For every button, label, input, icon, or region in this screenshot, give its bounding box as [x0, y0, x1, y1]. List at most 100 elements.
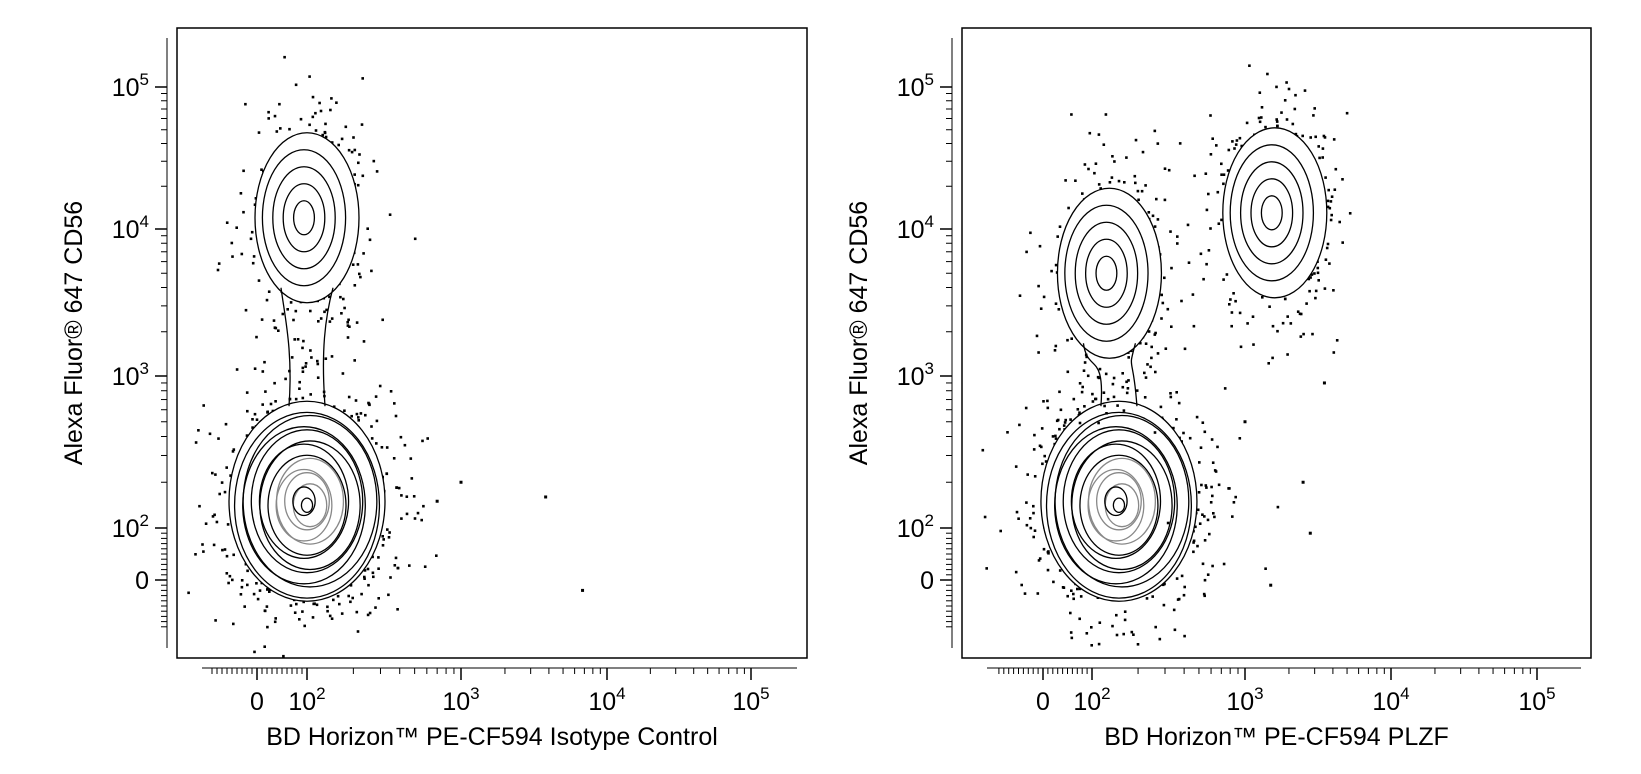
- event-dot: [252, 255, 256, 258]
- event-dot: [1205, 208, 1209, 212]
- event-dot: [275, 130, 279, 133]
- event-dot: [1211, 137, 1214, 140]
- event-dot: [1166, 307, 1170, 311]
- event-dot: [348, 325, 351, 328]
- event-dot: [1233, 147, 1236, 150]
- event-dot: [1231, 515, 1234, 518]
- event-dot: [349, 600, 352, 604]
- event-dot: [1182, 431, 1185, 435]
- event-dot: [304, 365, 307, 368]
- event-dot: [1135, 389, 1139, 392]
- event-dot: [1083, 163, 1087, 166]
- outlier-dot: [1308, 531, 1312, 535]
- outlier-dots: [435, 480, 585, 592]
- event-dot: [1321, 156, 1324, 159]
- event-dot: [1209, 153, 1213, 156]
- event-dot: [1125, 156, 1128, 159]
- event-dot: [396, 566, 400, 570]
- event-dot: [408, 564, 411, 567]
- event-dot: [1055, 419, 1059, 423]
- event-dot: [1173, 628, 1177, 632]
- event-dot: [1235, 139, 1239, 142]
- x-axis: 0 102 103 104 105 BD Horizon™ PE-CF594 Isotyp…: [202, 667, 797, 751]
- event-dot: [1066, 338, 1069, 342]
- event-dot: [1205, 262, 1208, 266]
- event-dot: [1093, 171, 1096, 175]
- event-dot: [1201, 421, 1205, 424]
- event-dot: [1172, 608, 1176, 612]
- event-dot: [1125, 380, 1128, 384]
- event-dot: [1169, 230, 1172, 233]
- event-dot: [1123, 181, 1126, 184]
- event-dot: [1326, 199, 1330, 203]
- event-dot: [1070, 337, 1073, 340]
- event-dot: [1316, 266, 1320, 270]
- event-dot: [232, 622, 235, 626]
- event-dot: [1285, 81, 1288, 84]
- event-dot: [292, 318, 295, 322]
- y-tick-label: 104: [897, 212, 934, 244]
- event-dot: [1111, 624, 1114, 628]
- event-dot: [1220, 162, 1223, 166]
- event-dot: [1062, 424, 1066, 427]
- event-dot: [1332, 138, 1336, 141]
- event-dot: [1204, 172, 1208, 175]
- event-dot: [1147, 211, 1151, 214]
- event-dot: [344, 125, 348, 129]
- event-dot: [1097, 133, 1101, 136]
- event-dot: [187, 591, 190, 595]
- y-tick-label: 0: [920, 567, 934, 595]
- event-dot: [302, 600, 305, 604]
- contour-line: [284, 472, 330, 531]
- event-dot: [1143, 396, 1147, 399]
- event-dot: [326, 609, 329, 613]
- event-dot: [1220, 173, 1223, 176]
- event-dot: [1321, 147, 1325, 150]
- y-tick-label: 103: [112, 359, 149, 391]
- x-tick-label: 102: [288, 684, 325, 716]
- event-dot: [319, 109, 323, 113]
- event-dot: [1264, 567, 1267, 570]
- event-dot: [1054, 344, 1058, 348]
- event-dot: [1112, 376, 1116, 380]
- event-dot: [1154, 625, 1157, 629]
- event-dot: [1074, 179, 1077, 182]
- x-tick-label: 0: [1036, 688, 1050, 716]
- event-dot: [218, 492, 221, 496]
- event-dot: [374, 395, 378, 398]
- event-dot: [278, 102, 281, 106]
- event-dot: [370, 425, 373, 428]
- event-dot: [211, 515, 215, 518]
- event-dot: [394, 556, 398, 560]
- event-dot: [388, 531, 391, 534]
- event-dot: [1327, 188, 1330, 192]
- event-dot: [1299, 312, 1303, 316]
- event-dot: [1335, 339, 1339, 342]
- event-dot: [1063, 421, 1067, 424]
- event-dot: [1323, 136, 1327, 139]
- event-dot: [273, 326, 277, 329]
- event-dot: [346, 324, 350, 327]
- event-dot: [290, 356, 294, 359]
- event-dot: [1180, 574, 1184, 578]
- y-axis: 0 102 103 104 105 Alexa Fluor® 647 CD56: [60, 38, 168, 648]
- event-dot: [1058, 390, 1061, 394]
- event-dot: [249, 237, 253, 241]
- event-dot: [1211, 461, 1215, 464]
- event-dot: [1033, 529, 1037, 532]
- event-dot: [1151, 214, 1155, 218]
- event-dot: [294, 309, 298, 313]
- event-dot: [377, 597, 380, 600]
- event-dot: [1186, 223, 1190, 227]
- event-dot: [393, 402, 396, 405]
- event-dot: [245, 434, 249, 437]
- event-dot: [1164, 347, 1168, 350]
- event-dot: [330, 317, 334, 320]
- event-dot: [1192, 541, 1195, 544]
- event-dot: [1302, 332, 1305, 336]
- event-dot: [368, 611, 372, 615]
- event-dot: [1345, 111, 1349, 115]
- event-dot: [361, 77, 364, 80]
- event-dot: [371, 555, 374, 559]
